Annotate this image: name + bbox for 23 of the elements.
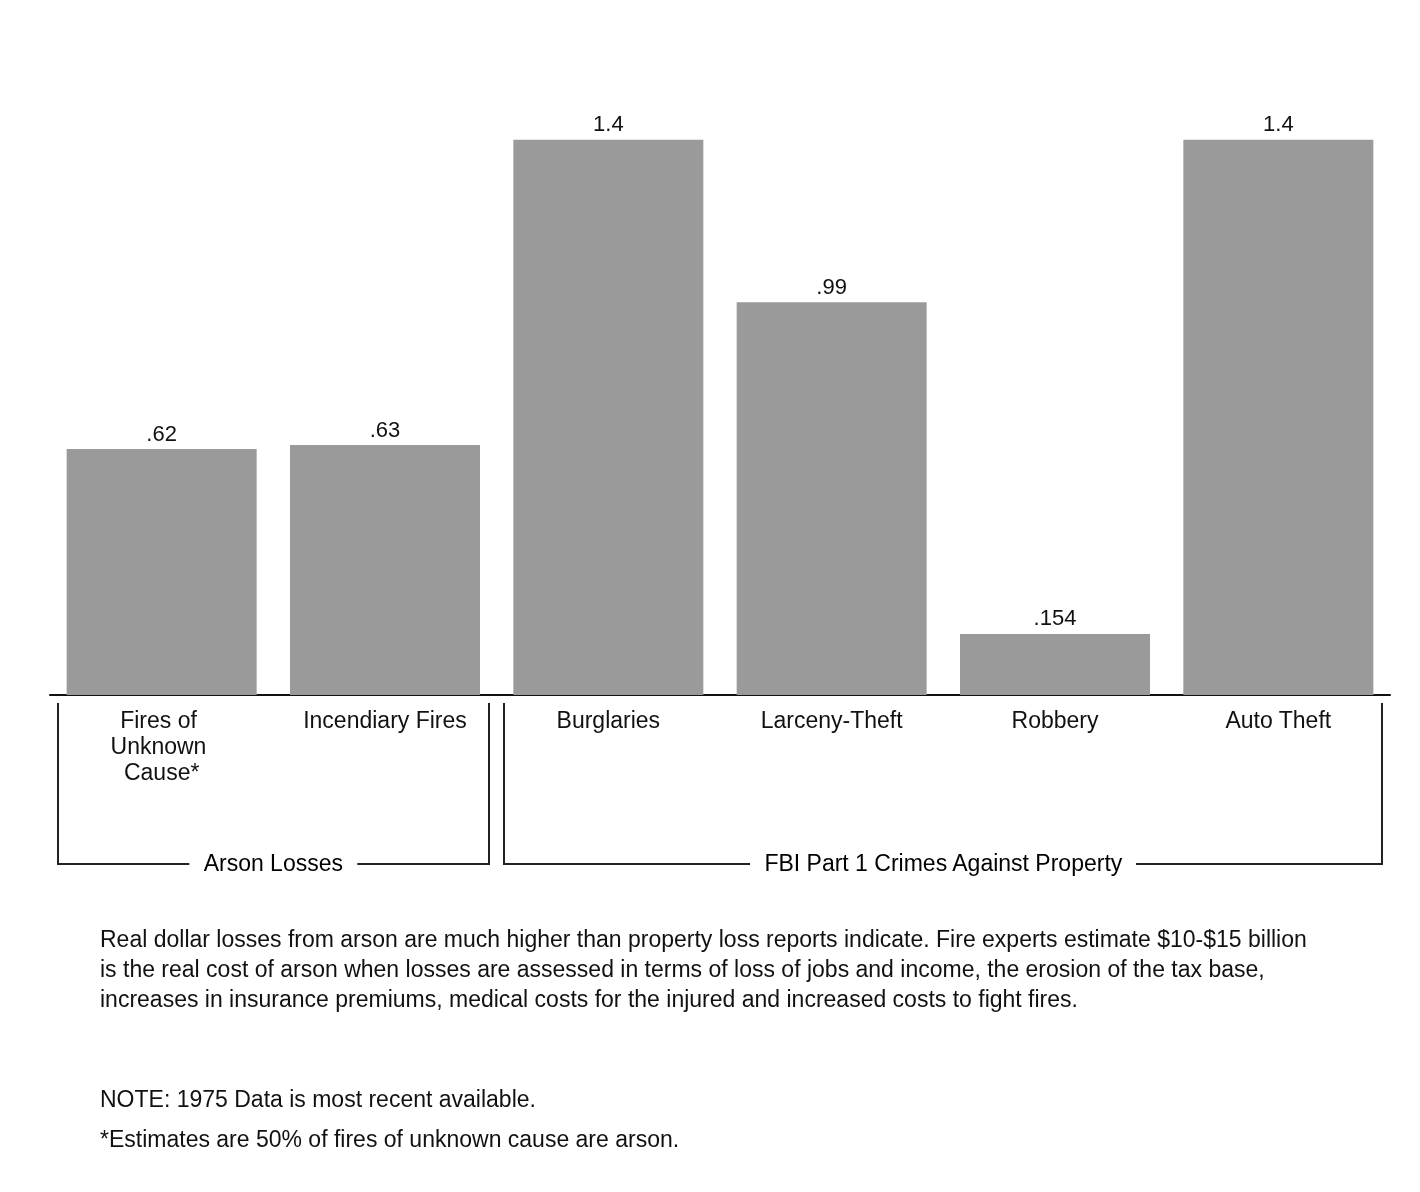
data-label: 1.4 xyxy=(1263,111,1294,137)
text: Arson Losses xyxy=(189,850,358,877)
x-tick-label: Incendiary Fires xyxy=(303,707,467,733)
bar xyxy=(66,449,257,695)
x-tick-label: Robbery xyxy=(1011,707,1099,733)
data-label: .62 xyxy=(146,420,177,446)
bar xyxy=(736,302,927,695)
bar xyxy=(1183,139,1374,695)
data-label: .63 xyxy=(369,416,401,442)
bar xyxy=(960,633,1150,695)
x-tick-label: Burglaries xyxy=(556,707,661,733)
data-label: .99 xyxy=(816,273,847,299)
text: Real dollar losses from arson are much higher than property loss reports indicate. Fire experts estimate $10-$15 billion is the real cost of arson when losses are assessed in terms of loss of jobs and income, the erosion of the tax base, increases in insurance premiums, medical costs for the injured and increased costs to fight fires. xyxy=(100,925,1308,1014)
text: *Estimates are 50% of fires of unknown cause are arson. xyxy=(100,1125,681,1154)
x-tick-label: Auto Theft xyxy=(1225,707,1332,733)
x-tick-label: Fires of Unknown Cause* xyxy=(110,707,213,785)
bar xyxy=(290,445,480,695)
x-tick-label: Larceny-Theft xyxy=(760,707,904,733)
text: NOTE: 1975 Data is most recent available. xyxy=(100,1085,537,1114)
data-label: 1.4 xyxy=(593,111,624,137)
bar xyxy=(513,139,704,695)
text: FBI Part 1 Crimes Against Property xyxy=(750,850,1137,877)
data-label: .154 xyxy=(1033,605,1077,631)
